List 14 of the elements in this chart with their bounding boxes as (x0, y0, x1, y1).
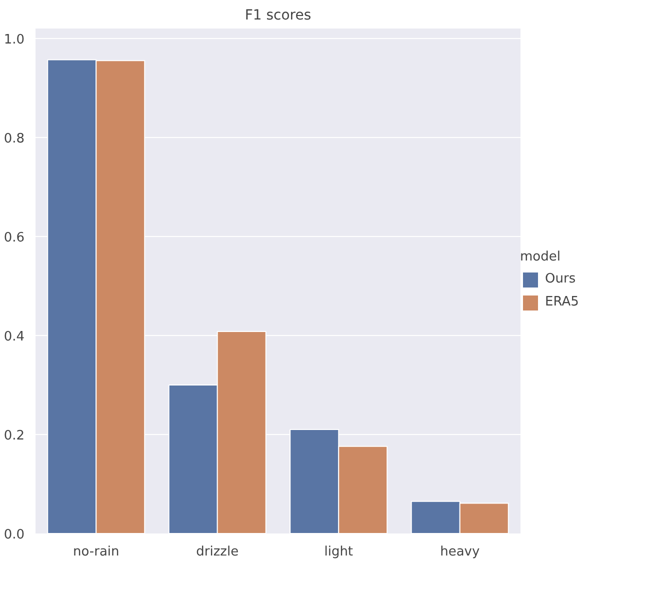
legend-label: Ours (545, 272, 576, 286)
chart-title: F1 scores (244, 8, 312, 24)
y-tick-label: 0.2 (4, 428, 25, 444)
y-tick-label: 0.8 (4, 131, 25, 146)
legend-title: model (520, 249, 562, 264)
legend-label: ERA5 (545, 294, 579, 310)
x-tick-label: no-rain (72, 544, 120, 560)
y-tick-label: 0.4 (4, 329, 25, 344)
x-tick-label: drizzle (196, 544, 239, 560)
y-tick-label: 0.6 (4, 230, 25, 246)
y-tick-label: 0.0 (4, 528, 25, 542)
x-tick-label: heavy (440, 544, 480, 560)
y-tick-label: 1.0 (4, 32, 25, 48)
x-tick-label: light (324, 544, 354, 560)
